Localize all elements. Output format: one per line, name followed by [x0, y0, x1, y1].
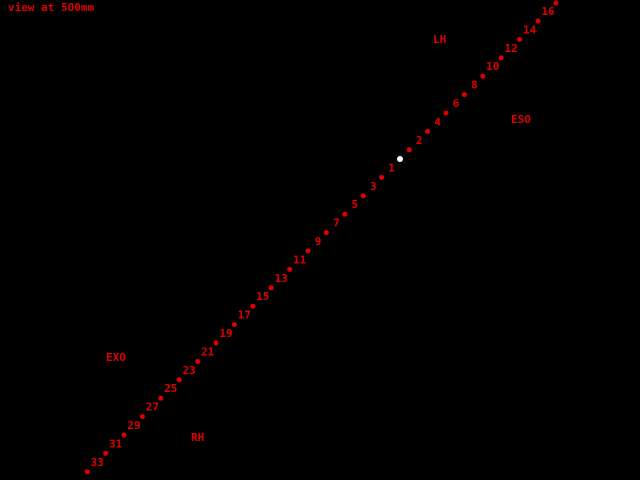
dot-label: 8 — [471, 79, 478, 92]
dot-label: 6 — [453, 97, 460, 110]
dot-label: 15 — [256, 290, 269, 303]
dot-label: 27 — [146, 401, 159, 414]
dot-label: 10 — [486, 60, 499, 73]
dot-label: 2 — [416, 134, 423, 147]
dot-label: 21 — [201, 345, 215, 358]
dot-label: 9 — [315, 235, 322, 248]
dot-label: 23 — [183, 364, 196, 377]
dot-label: 31 — [109, 437, 123, 450]
dot-label: 5 — [351, 198, 358, 211]
dot — [360, 193, 366, 199]
header-title: view at 500mm — [8, 1, 94, 14]
dot — [480, 73, 486, 79]
dot — [250, 303, 256, 309]
dot-label: 17 — [238, 309, 251, 322]
dot — [158, 395, 164, 401]
dot-label: 16 — [541, 5, 555, 18]
dot — [176, 377, 182, 383]
dot — [498, 55, 504, 61]
dot-label: 4 — [434, 115, 441, 128]
dot-label: 19 — [219, 327, 232, 340]
dot — [379, 174, 385, 180]
dot — [305, 248, 311, 254]
label-exo: EXO — [106, 351, 126, 364]
dot-label: 3 — [370, 180, 377, 193]
label-rh: RH — [191, 431, 204, 444]
dot — [406, 147, 412, 153]
dot — [517, 36, 523, 42]
dot-label: 33 — [91, 456, 104, 469]
dot-label: 14 — [523, 23, 537, 36]
dot-label: 7 — [333, 217, 340, 230]
dot — [121, 432, 127, 438]
dot — [231, 322, 237, 328]
end-dot — [553, 0, 559, 6]
center-dot — [397, 156, 403, 162]
dot — [342, 211, 348, 217]
dot-label: 1 — [388, 161, 395, 174]
dot — [139, 414, 145, 420]
dot — [268, 285, 274, 291]
dot-label: 13 — [275, 272, 288, 285]
dot — [425, 128, 431, 134]
dot-label: 29 — [127, 419, 140, 432]
dot-label: 12 — [505, 42, 518, 55]
label-lh: LH — [433, 33, 446, 46]
dot — [84, 469, 90, 475]
dot-label: 25 — [164, 382, 177, 395]
label-eso: ESO — [511, 113, 531, 126]
dot — [443, 110, 449, 116]
dot-label: 11 — [293, 253, 307, 266]
dot — [461, 92, 467, 98]
dot — [287, 266, 293, 272]
dot — [535, 18, 541, 24]
dot — [103, 450, 109, 456]
dot — [213, 340, 219, 346]
dot — [195, 358, 201, 364]
dot — [323, 230, 329, 236]
